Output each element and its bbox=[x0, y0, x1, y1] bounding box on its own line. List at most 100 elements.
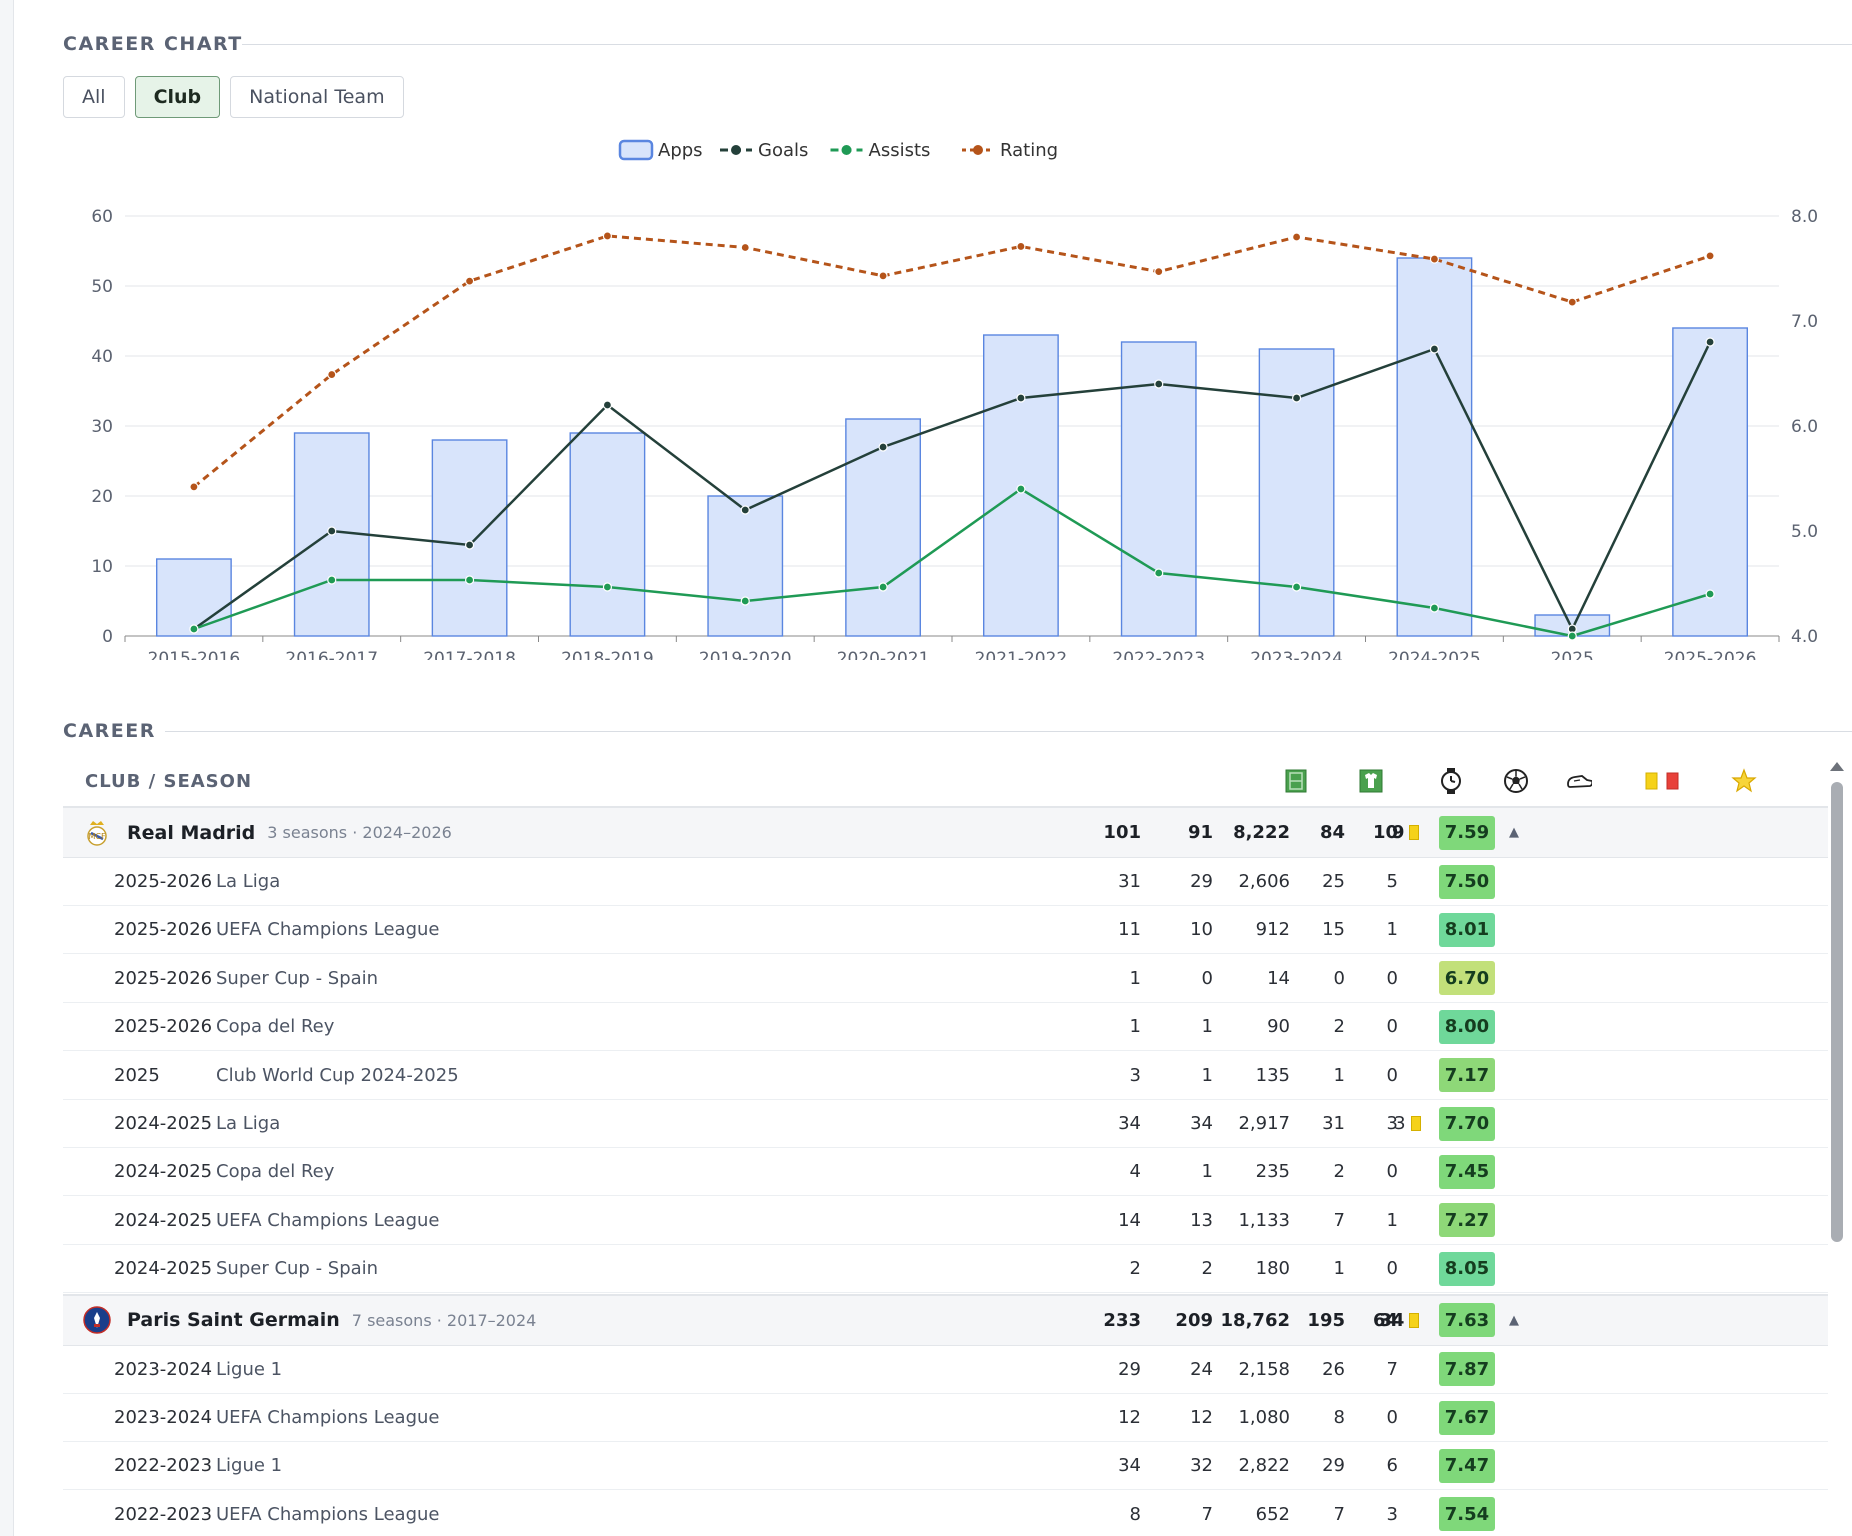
scroll-up-arrow[interactable] bbox=[1830, 762, 1844, 771]
career-chart: 0 10 20 30 40 50 60 4.0 5.0 6.0 7.0 8.0 2015-2016 201… bbox=[91, 139, 1818, 660]
club-name: Paris Saint Germain bbox=[127, 1309, 340, 1332]
starts-cell: 24 bbox=[1190, 1358, 1213, 1380]
left-axis-tick: 50 bbox=[91, 277, 113, 297]
minutes-cell: 235 bbox=[1255, 1161, 1290, 1183]
apps-bar bbox=[707, 495, 784, 637]
apps-bar bbox=[569, 432, 646, 637]
assists-cell: 10 bbox=[1372, 822, 1398, 843]
minutes-cell: 18,762 bbox=[1220, 1309, 1290, 1331]
goals-cell: 31 bbox=[1322, 1113, 1345, 1134]
legend-label: Assists bbox=[869, 140, 931, 161]
collapse-caret-icon[interactable]: ▲ bbox=[1509, 825, 1519, 840]
goals-point bbox=[464, 540, 475, 550]
assists-point bbox=[1154, 568, 1164, 578]
competition-cell: UEFA Champions League bbox=[216, 1209, 440, 1231]
assists-point bbox=[602, 582, 613, 592]
right-axis-tick: 5.0 bbox=[1791, 522, 1818, 542]
apps-cell: 11 bbox=[1118, 919, 1141, 941]
rating-cell: 7.70 bbox=[1439, 1100, 1499, 1147]
apps-cell: 34 bbox=[1118, 1113, 1141, 1134]
season-row[interactable]: 2023-2024 UEFA Champions League 12 12 1,080 8… bbox=[63, 1394, 1828, 1442]
rating-point bbox=[1154, 267, 1164, 277]
assists-cell: 0 bbox=[1386, 967, 1398, 989]
left-axis-tick: 60 bbox=[91, 207, 113, 227]
season-cell: 2024-2025 bbox=[114, 1258, 213, 1280]
matches-icon bbox=[1283, 768, 1309, 794]
rating-cell: 7.87 bbox=[1439, 1346, 1499, 1393]
x-axis-label: 2019-2020 bbox=[699, 649, 792, 660]
career-chart-divider bbox=[242, 44, 1852, 45]
starts-icon bbox=[1358, 768, 1384, 794]
club-group-row[interactable]: MCF Real Madrid 3 seasons · 2024–2026 101 91… bbox=[63, 806, 1828, 858]
club-name-cell: Real Madrid 3 seasons · 2024–2026 bbox=[127, 808, 452, 857]
competition-cell: Ligue 1 bbox=[216, 1455, 283, 1477]
goals-point bbox=[740, 505, 750, 515]
club-group-row[interactable]: Paris Saint Germain 7 seasons · 2017–2024… bbox=[63, 1293, 1828, 1346]
cards-icon bbox=[1643, 768, 1683, 794]
legend-assists-dot bbox=[841, 145, 852, 155]
season-row[interactable]: 2025-2026 UEFA Champions League 11 10 912 15 1… bbox=[63, 906, 1828, 955]
apps-cell: 8 bbox=[1129, 1503, 1141, 1525]
yellow-card-count: 34 bbox=[1379, 1309, 1405, 1331]
vertical-scrollbar[interactable] bbox=[1831, 782, 1843, 1242]
x-axis-label: 2018-2019 bbox=[561, 649, 654, 660]
svg-text:MCF: MCF bbox=[88, 832, 105, 841]
left-axis-tick: 40 bbox=[91, 347, 113, 367]
tab-club[interactable]: Club bbox=[134, 76, 221, 118]
goals-point bbox=[1291, 393, 1302, 403]
x-axis-label: 2021-2022 bbox=[975, 649, 1068, 660]
goals-point bbox=[602, 400, 613, 410]
season-cell: 2025-2026 bbox=[114, 1016, 213, 1038]
goals-cell: 2 bbox=[1333, 1161, 1345, 1183]
assists-cell: 7 bbox=[1386, 1358, 1398, 1380]
competition-cell: UEFA Champions League bbox=[216, 1503, 440, 1525]
club-summary: 7 seasons · 2017–2024 bbox=[351, 1310, 537, 1330]
chart-filter-tabs: All Club National Team bbox=[63, 76, 404, 118]
goals-point bbox=[327, 526, 337, 536]
tab-all[interactable]: All bbox=[63, 76, 125, 118]
goals-point bbox=[878, 442, 888, 452]
apps-cell: 1 bbox=[1129, 1016, 1141, 1038]
rating-point bbox=[1567, 297, 1577, 307]
left-axis-tick: 0 bbox=[102, 627, 113, 647]
starts-cell: 32 bbox=[1190, 1455, 1213, 1477]
rating-cell: 7.17 bbox=[1439, 1052, 1499, 1099]
career-title: CAREER bbox=[63, 720, 156, 742]
psg-crest bbox=[83, 1306, 111, 1334]
right-axis-tick: 7.0 bbox=[1791, 312, 1818, 332]
tab-national-team[interactable]: National Team bbox=[230, 76, 404, 118]
yellow-card-icon bbox=[1410, 1116, 1421, 1131]
apps-bar bbox=[1120, 341, 1197, 637]
season-row[interactable]: 2024-2025 UEFA Champions League 14 13 1,133 7… bbox=[63, 1197, 1828, 1245]
starts-cell: 1 bbox=[1201, 1016, 1213, 1038]
collapse-caret-icon[interactable]: ▲ bbox=[1509, 1312, 1519, 1328]
season-cell: 2022-2023 bbox=[114, 1455, 213, 1477]
goals-cell: 1 bbox=[1333, 1064, 1345, 1086]
rating-cell: 7.63 bbox=[1439, 1296, 1499, 1345]
starts-cell: 10 bbox=[1190, 919, 1213, 941]
assists-cell: 64 bbox=[1372, 1309, 1398, 1331]
assists-cell: 0 bbox=[1386, 1064, 1398, 1086]
competition-cell: La Liga bbox=[216, 871, 281, 892]
rating-cell: 7.67 bbox=[1439, 1394, 1499, 1441]
starts-cell: 29 bbox=[1190, 871, 1213, 892]
apps-bar bbox=[1258, 348, 1335, 637]
assists-point bbox=[878, 582, 888, 592]
assists-cell: 6 bbox=[1386, 1455, 1398, 1477]
minutes-cell: 2,158 bbox=[1238, 1358, 1290, 1380]
apps-cell: 4 bbox=[1129, 1161, 1141, 1183]
goals-cell: 0 bbox=[1333, 967, 1345, 989]
season-cell: 2024-2025 bbox=[114, 1113, 213, 1134]
legend-goals-dot bbox=[731, 145, 741, 155]
goals-cell: 195 bbox=[1307, 1309, 1345, 1331]
